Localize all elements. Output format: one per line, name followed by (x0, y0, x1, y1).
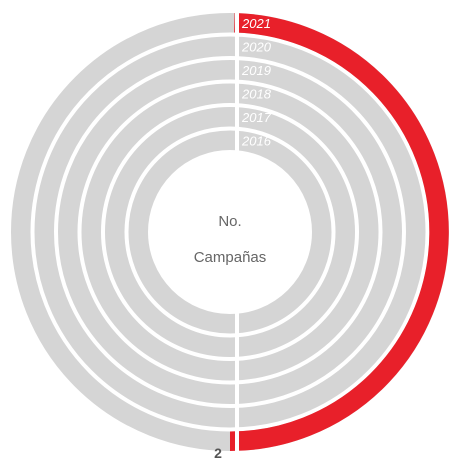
ring-bar-2021 (229, 13, 449, 451)
year-label-2017: 2017 (241, 110, 272, 125)
max-value-label: 2 (214, 445, 222, 461)
year-label-2019: 2019 (241, 63, 271, 78)
ring-track-2019 (58, 60, 402, 404)
year-label-2016: 2016 (241, 133, 272, 148)
ring-track-2020 (34, 36, 426, 428)
start-gap (235, 0, 239, 463)
ring-bars (229, 13, 449, 451)
center-label-line-2: Campañas (194, 249, 267, 266)
ring-track-2016 (128, 130, 332, 334)
ring-track-2018 (81, 83, 379, 381)
center-label-line-1: No. (218, 213, 241, 230)
year-label-2020: 2020 (241, 39, 272, 54)
year-label-2021: 2021 (241, 16, 271, 31)
year-labels: 2021 2020 2019 2018 2017 2016 (241, 16, 272, 149)
ring-track-2017 (105, 107, 355, 357)
year-label-2018: 2018 (241, 86, 272, 101)
